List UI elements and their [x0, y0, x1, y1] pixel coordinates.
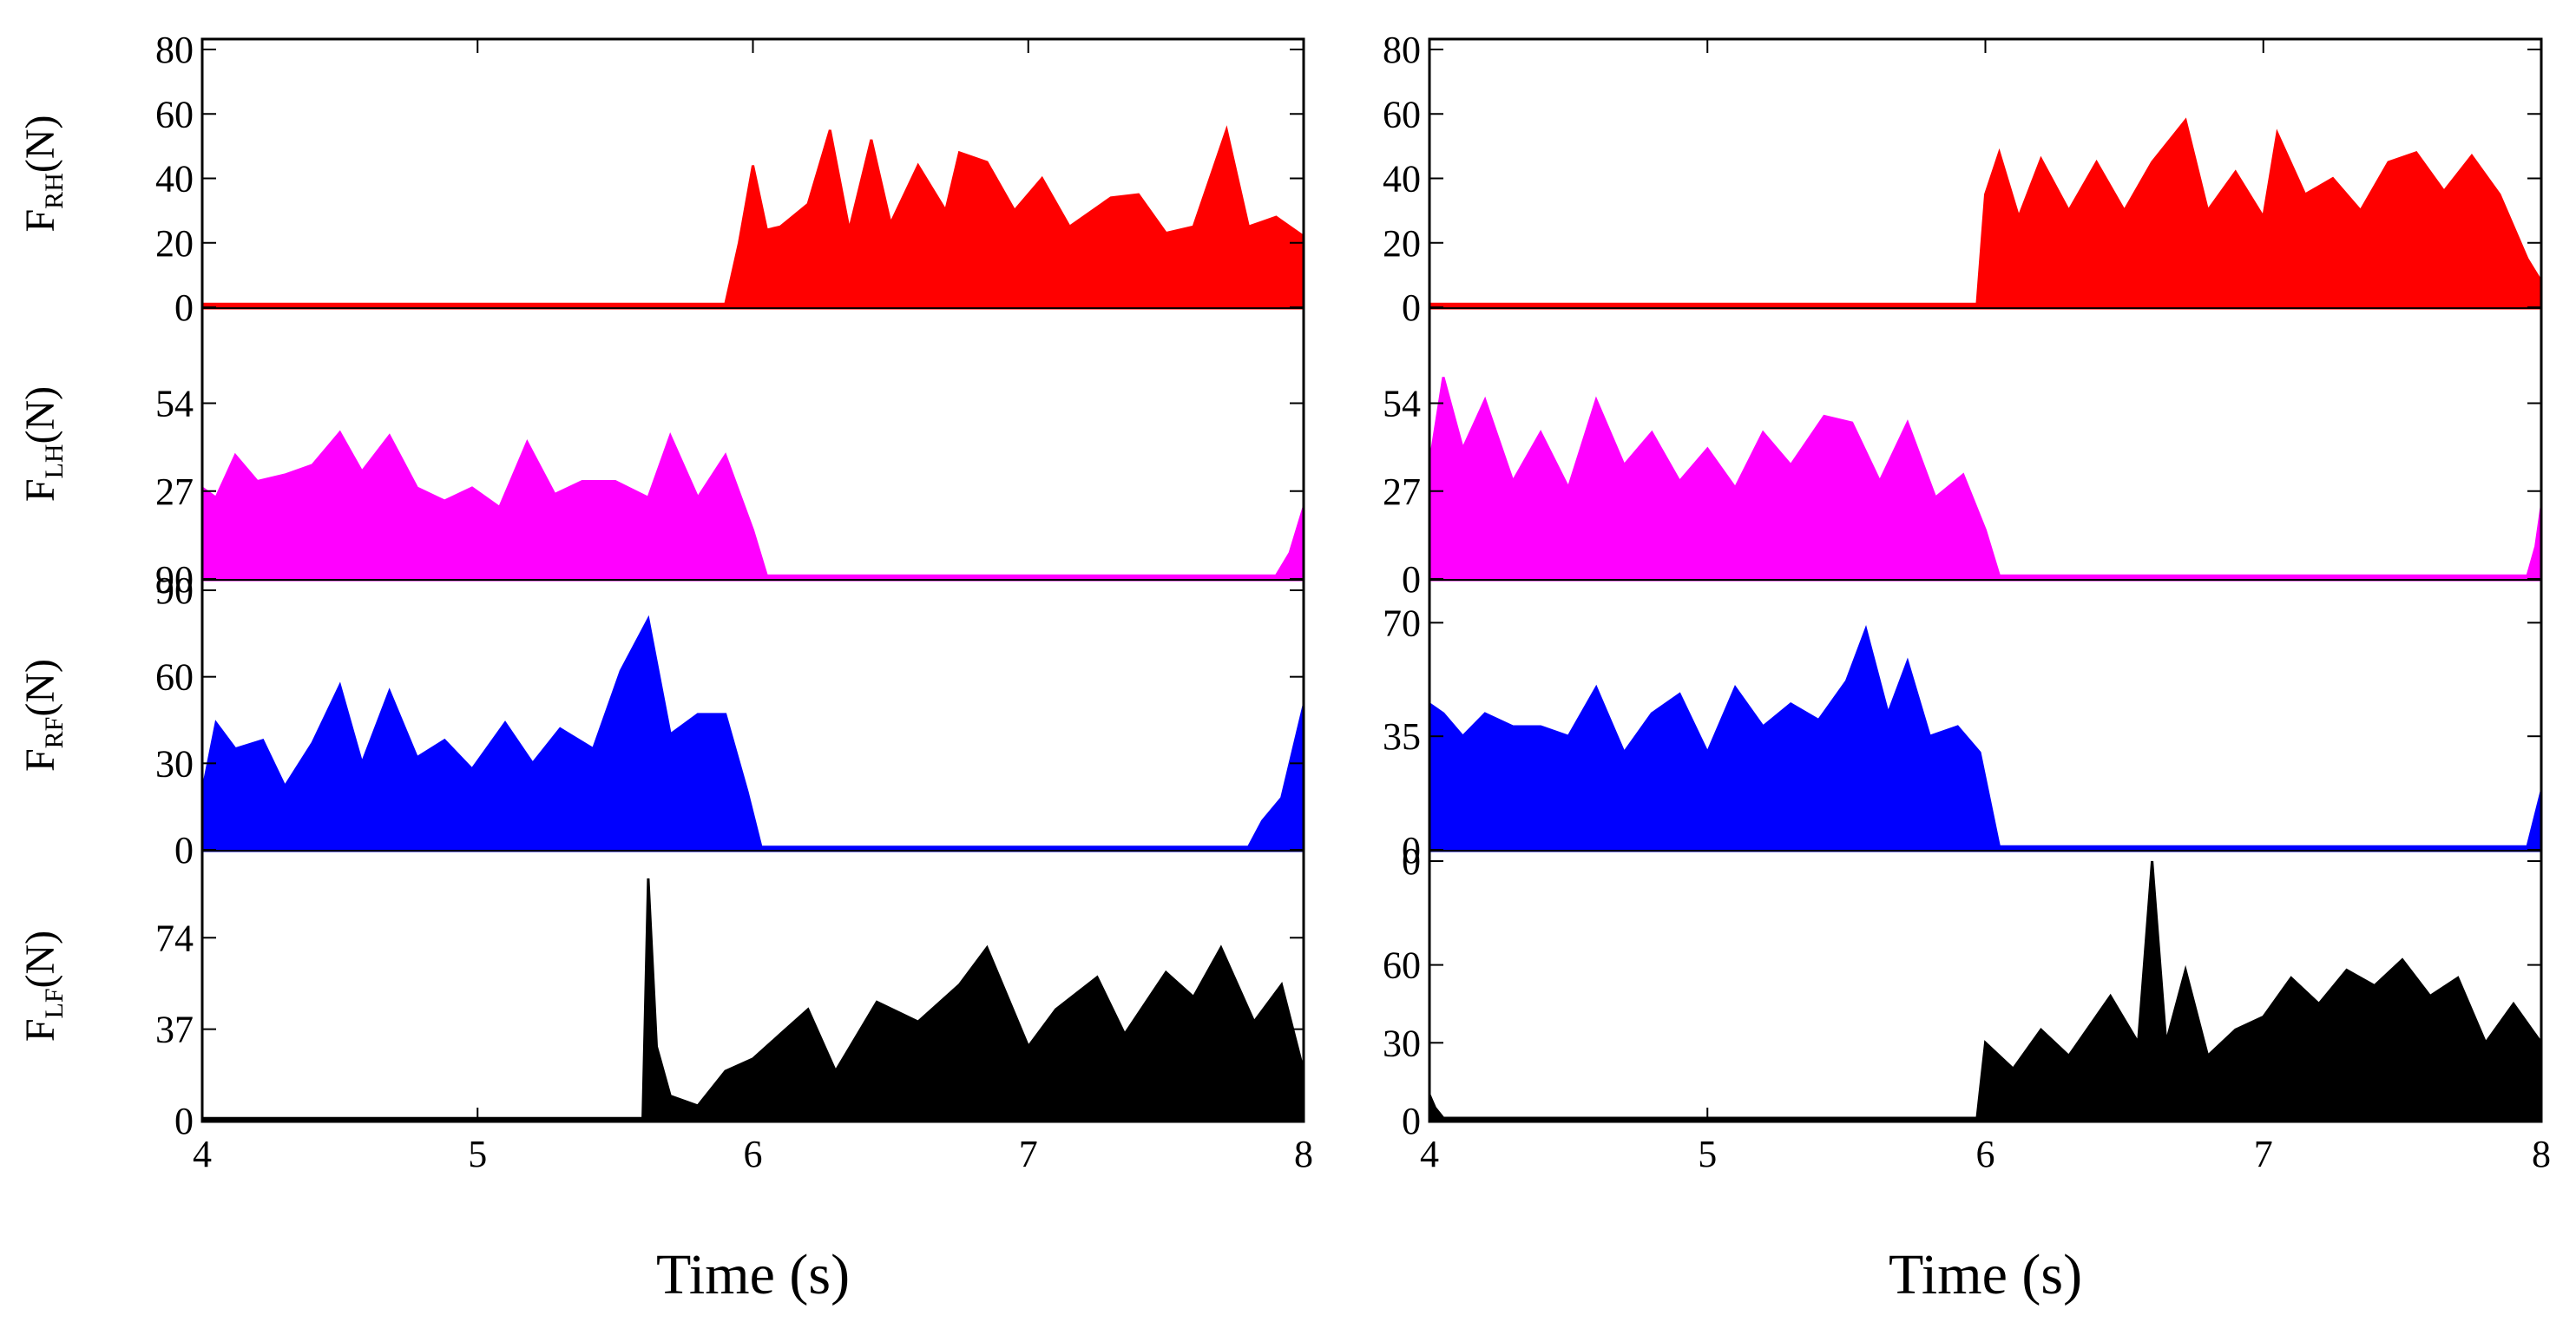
y-tick-label: 40 [1383, 158, 1421, 201]
y-tick-label: 80 [1383, 29, 1421, 71]
x-tick-label: 5 [1698, 1133, 1717, 1175]
y-tick-label: 27 [155, 470, 194, 513]
y-axis-label-sub: RH [40, 173, 69, 209]
x-tick-label: 8 [1294, 1133, 1313, 1175]
y-tick-label: 30 [155, 742, 194, 785]
y-axis-label-main: F [17, 478, 63, 502]
y-axis-label-main: F [17, 209, 63, 233]
y-tick-label: 37 [155, 1009, 194, 1051]
y-axis-label-main: F [17, 1018, 63, 1042]
left-chart: 020406080FRH(N)902754FLH(N)0306090FRF(N)… [17, 29, 1313, 1306]
series-area [1428, 377, 2543, 581]
y-tick-label: 60 [155, 656, 194, 699]
y-tick-label: 0 [174, 286, 194, 329]
y-tick-label: 60 [1383, 93, 1421, 135]
y-tick-label: 30 [1383, 1022, 1421, 1064]
y-tick-label: 60 [1383, 944, 1421, 987]
panel-2: 0 35 70 [1383, 579, 2543, 872]
y-tick-label: 74 [155, 917, 194, 959]
panel-lh: 90 27 54 FLH(N) [17, 307, 1305, 601]
y-axis-label: FLH(N) [17, 386, 69, 502]
y-tick-label: 54 [155, 383, 194, 425]
y-axis-label: FLF(N) [17, 931, 69, 1042]
y-tick-label: 20 [1383, 222, 1421, 265]
y-axis-label-unit: (N) [17, 386, 63, 444]
y-tick-label: 0 [1402, 1100, 1421, 1142]
y-axis-label-unit: (N) [17, 931, 63, 989]
x-axis-title: Time (s) [656, 1243, 850, 1306]
series-area [1428, 624, 2543, 852]
panel-rf: 0 30 60 90 FRF(N) [17, 569, 1305, 872]
x-tick-label: 6 [1976, 1133, 1995, 1175]
panel-rh: 0 20 40 60 80 FRH(N) [17, 29, 1305, 329]
y-tick-label: 40 [155, 158, 194, 201]
y-tick-label: 20 [155, 222, 194, 265]
y-tick-label: 80 [155, 29, 194, 71]
y-tick-label: 0 [1402, 286, 1421, 329]
y-axis-label-main: F [17, 748, 63, 772]
y-tick-label: 90 [155, 558, 194, 601]
panel-3: 0 30 60 0 [1383, 840, 2543, 1142]
series-area [200, 430, 1305, 581]
panel-0: 0 20 40 60 80 [1383, 29, 2543, 329]
y-tick-label: 60 [155, 93, 194, 135]
y-axis-label-sub: RF [40, 717, 69, 749]
y-tick-label: 70 [1383, 602, 1421, 644]
x-tick-label: 4 [1420, 1133, 1439, 1175]
y-tick-label: 0 [1402, 840, 1421, 883]
y-tick-label: 0 [1402, 558, 1421, 601]
series-area [1428, 117, 2543, 309]
y-tick-label: 0 [174, 1100, 194, 1142]
x-tick-label: 7 [1019, 1133, 1038, 1175]
x-axis-title: Time (s) [1889, 1243, 2082, 1306]
x-tick-label: 7 [2254, 1133, 2273, 1175]
y-axis-label: FRF(N) [17, 659, 69, 772]
panel-lf: 0 37 74 FLF(N) [17, 850, 1305, 1142]
y-axis-label-unit: (N) [17, 115, 63, 173]
y-axis-label-unit: (N) [17, 659, 63, 717]
y-axis-label-sub: LH [40, 444, 69, 478]
y-tick-label: 27 [1383, 470, 1421, 513]
y-tick-label: 35 [1383, 715, 1421, 758]
y-axis-label: FRH(N) [17, 115, 69, 232]
x-tick-label: 6 [744, 1133, 763, 1175]
series-area [200, 615, 1305, 852]
panel-1: 0 27 54 [1383, 307, 2543, 601]
x-tick-label: 4 [193, 1133, 212, 1175]
y-axis-label-sub: LF [40, 988, 69, 1018]
y-tick-label: 54 [1383, 383, 1421, 425]
series-area [200, 878, 1305, 1122]
series-area [1428, 860, 2543, 1122]
x-tick-label: 8 [2532, 1133, 2551, 1175]
y-tick-label: 90 [155, 569, 194, 612]
y-tick-label: 0 [174, 829, 194, 872]
series-area [200, 125, 1305, 309]
y-tick-label: 0 [1402, 829, 1421, 872]
x-tick-label: 5 [468, 1133, 487, 1175]
